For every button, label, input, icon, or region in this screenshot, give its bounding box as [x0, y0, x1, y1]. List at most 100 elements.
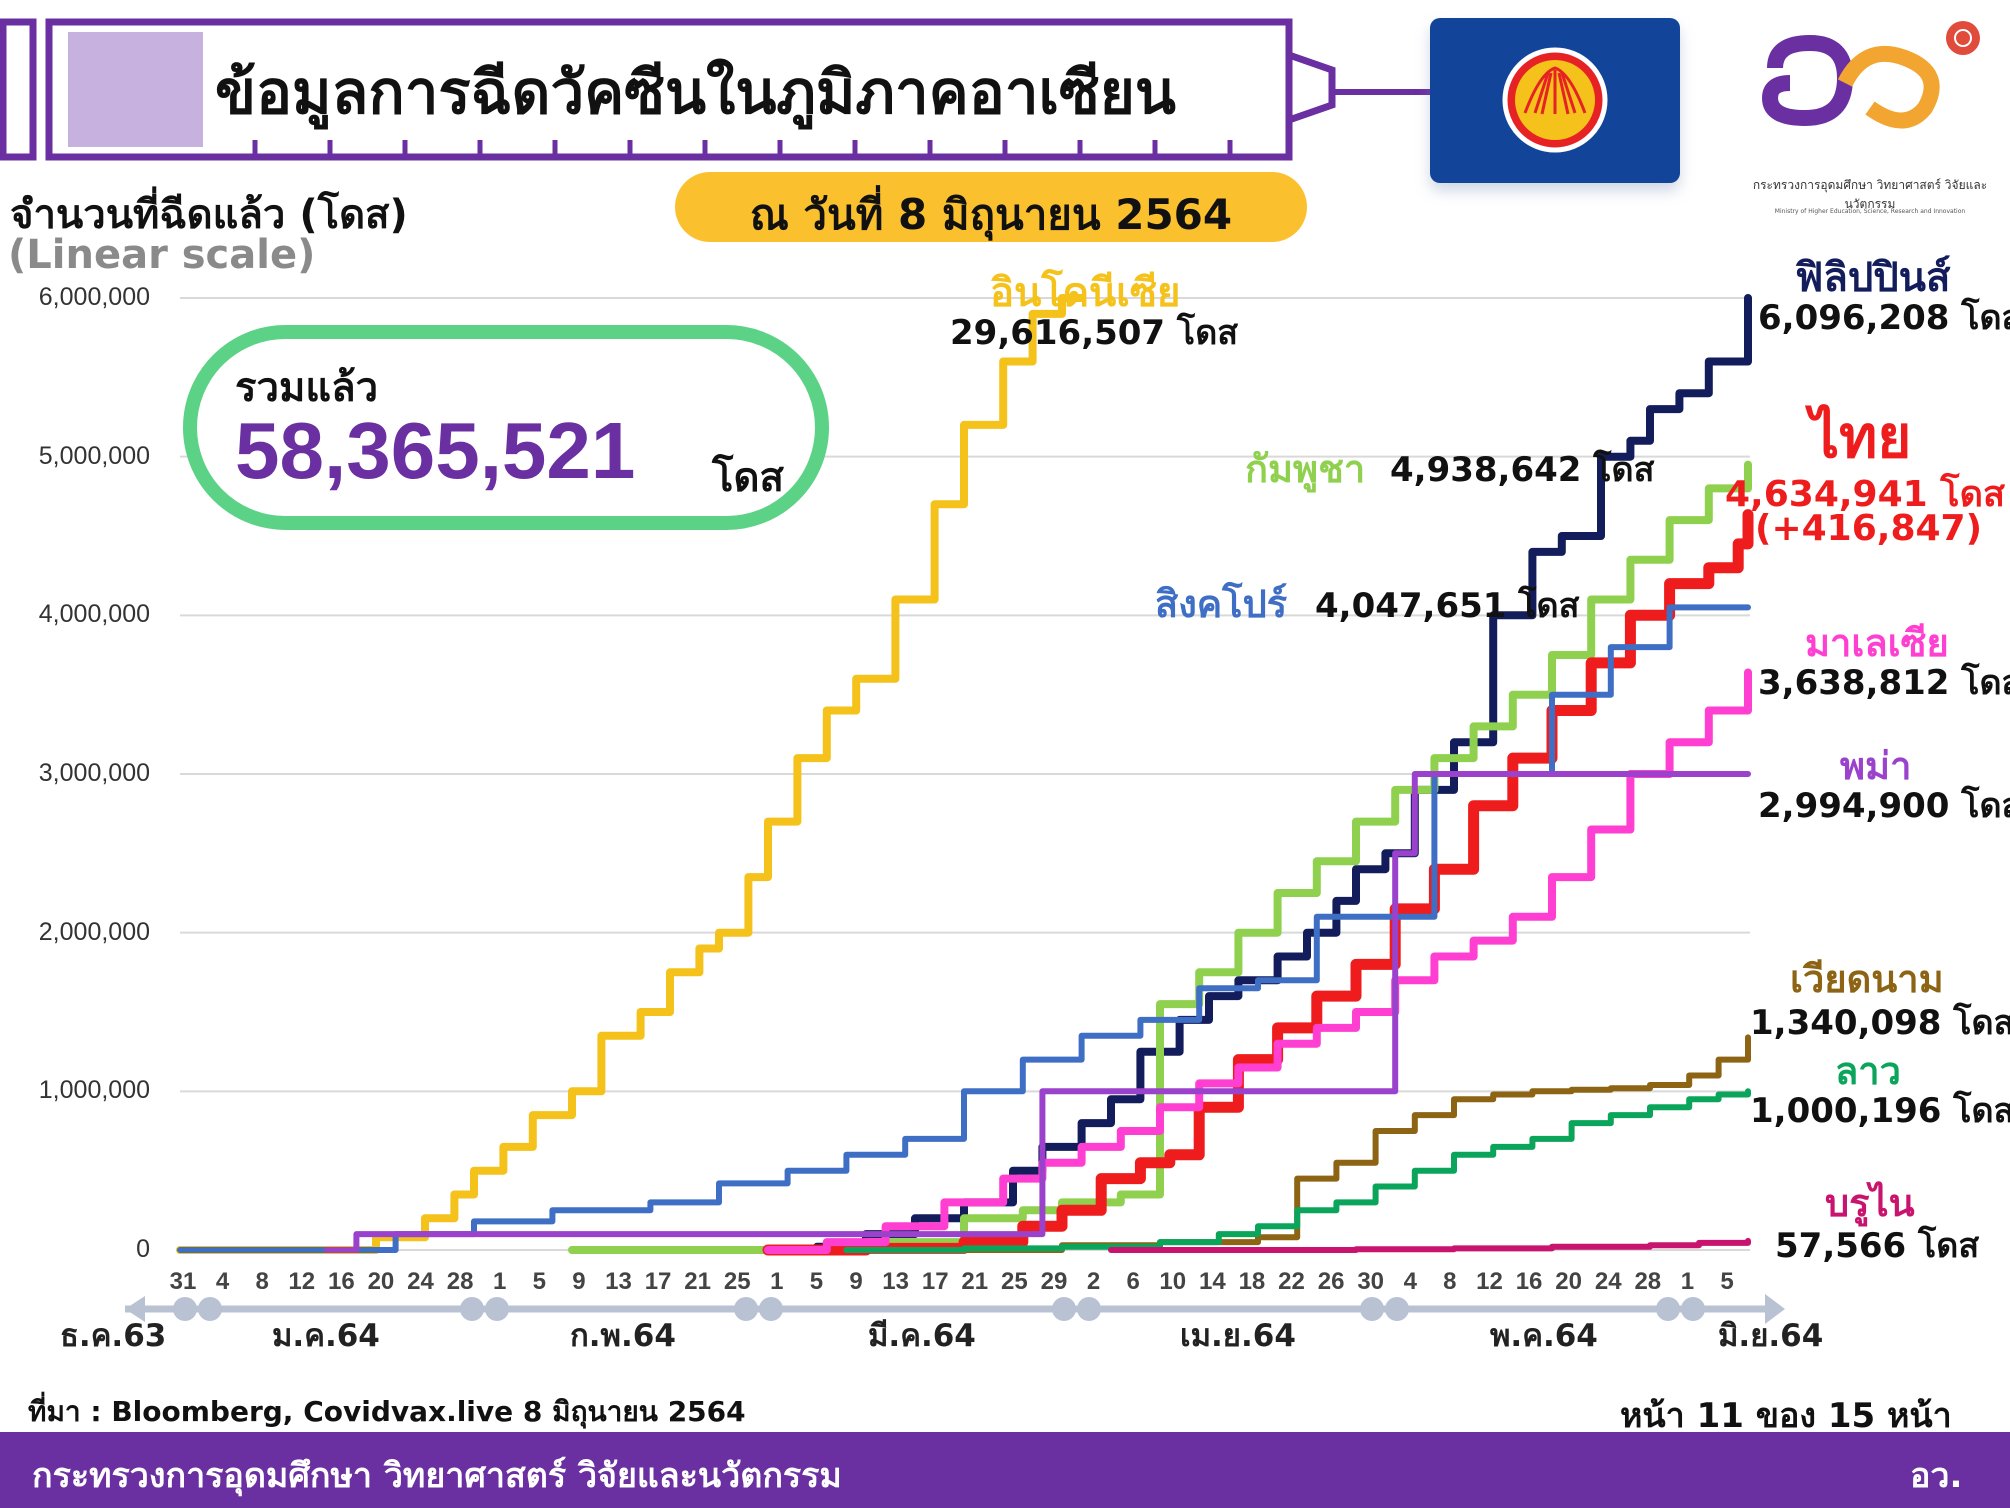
ministry-name-en: Ministry of Higher Education, Science, R… [1774, 208, 1966, 215]
month-divider-dot [1052, 1297, 1076, 1321]
y-axis-title: จำนวนที่ฉีดแล้ว (โดส) [10, 192, 408, 238]
x-tick-label: 30 [1357, 1268, 1385, 1295]
month-divider-dot [460, 1297, 484, 1321]
month-divider-dot [1681, 1297, 1705, 1321]
series-line-3 [762, 509, 1754, 1256]
month-label: เม.ย.64 [1180, 1318, 1296, 1354]
series-line-2 [568, 460, 1752, 1254]
series-line-6 [324, 771, 1751, 1253]
month-divider-dot [734, 1297, 758, 1321]
month-divider-dot [1385, 1297, 1409, 1321]
x-tick-label: 25 [723, 1268, 751, 1295]
month-label: พ.ค.64 [1490, 1318, 1598, 1354]
x-tick-label: 9 [849, 1268, 863, 1295]
series-line-8 [843, 1088, 1751, 1253]
label-singapore: สิงคโปร์ [1155, 582, 1288, 626]
x-tick-label: 17 [644, 1268, 672, 1295]
series-line-0 [176, 294, 1086, 1254]
x-tick-label: 13 [605, 1268, 632, 1295]
total-unit: โดส [712, 455, 784, 501]
total-malaysia: 3,638,812 โดส [1758, 663, 2010, 703]
x-tick-label: 18 [1238, 1268, 1266, 1295]
month-label: มี.ค.64 [868, 1318, 976, 1354]
month-divider-dot [198, 1297, 222, 1321]
y-scale-note: (Linear scale) [8, 232, 316, 278]
x-tick-label: 10 [1159, 1268, 1187, 1295]
month-label: ธ.ค.63 [60, 1318, 167, 1354]
x-tick-label: 20 [367, 1268, 395, 1295]
label-vietnam: เวียดนาม [1790, 957, 1944, 1001]
total-singapore: 4,047,651 โดส [1315, 586, 1580, 626]
total-label: รวมแล้ว [235, 365, 379, 411]
x-tick-label: 29 [1040, 1268, 1068, 1295]
label-thailand: ไทย [1810, 403, 1912, 471]
x-tick-label: 4 [215, 1268, 230, 1295]
label-cambodia: กัมพูชา [1245, 447, 1366, 491]
x-tick-label: 26 [1317, 1268, 1345, 1295]
x-tick-label: 2 [1086, 1268, 1101, 1295]
total-thailand: 4,634,941 โดส [1725, 474, 2005, 515]
page-number: หน้า 11 ของ 15 หน้า [1620, 1396, 1952, 1436]
source-note: ที่มา : Bloomberg, Covidvax.live 8 มิถุน… [28, 1395, 746, 1428]
x-tick-label: 24 [1594, 1268, 1622, 1295]
total-philippines: 6,096,208 โดส [1758, 298, 2010, 338]
total-box [183, 325, 829, 530]
y-tick-label: 2,000,000 [38, 917, 150, 946]
month-divider-dot [485, 1297, 509, 1321]
total-brunei: 57,566 โดส [1775, 1226, 1980, 1266]
x-tick-label: 12 [288, 1268, 316, 1295]
x-tick-label: 8 [255, 1268, 269, 1295]
month-divider-dot [1077, 1297, 1101, 1321]
x-tick-label: 5 [532, 1268, 546, 1295]
x-tick-label: 25 [1001, 1268, 1028, 1295]
x-tick-label: 8 [1443, 1268, 1457, 1295]
total-laos: 1,000,196 โดส [1750, 1091, 2010, 1131]
x-axis-arrow-right [1765, 1294, 1785, 1324]
series-line-9 [1108, 1237, 1751, 1253]
x-tick-label: 5 [1720, 1268, 1734, 1295]
month-divider-dot [1360, 1297, 1384, 1321]
x-tick-label: 13 [882, 1268, 909, 1295]
x-tick-label: 14 [1198, 1268, 1226, 1295]
x-tick-label: 16 [327, 1268, 355, 1295]
date-text: ณ วันที่ 8 มิถุนายน 2564 [749, 190, 1233, 239]
series-line-1 [764, 294, 1752, 1254]
y-tick-label: 6,000,000 [38, 283, 150, 311]
label-philippines: ฟิลิปปินส์ [1795, 255, 1951, 301]
x-tick-label: 1 [1680, 1268, 1695, 1295]
label-indonesia: อินโดนีเซีย [990, 270, 1181, 316]
label-myanmar: พม่า [1840, 744, 1912, 788]
x-tick-label: 12 [1476, 1268, 1503, 1295]
increase-thailand: (+416,847) [1755, 508, 1983, 549]
footer-abbr: อว. [1910, 1456, 1963, 1496]
ministry-logo: กระทรวงการอุดมศึกษา วิทยาศาสตร์ วิจัยและ… [1745, 8, 2000, 223]
label-brunei: บรูไน [1825, 1181, 1915, 1225]
date-badge [675, 172, 1307, 242]
x-tick-label: 21 [961, 1268, 989, 1295]
x-tick-label: 31 [169, 1268, 197, 1295]
month-divider-dot [1656, 1297, 1680, 1321]
y-tick-label: 1,000,000 [38, 1076, 150, 1105]
total-cambodia: 4,938,642 โดส [1390, 450, 1655, 490]
month-label: มิ.ย.64 [1718, 1318, 1824, 1354]
ministry-name-th: กระทรวงการอุดมศึกษา วิทยาศาสตร์ วิจัยและ… [1752, 178, 1988, 211]
total-indonesia: 29,616,507 โดส [950, 313, 1239, 353]
x-tick-label: 6 [1126, 1268, 1140, 1295]
x-tick-label: 28 [446, 1268, 474, 1295]
month-divider-dot [173, 1297, 197, 1321]
x-tick-label: 21 [684, 1268, 711, 1295]
x-axis-arrow-left [125, 1296, 145, 1322]
series-line-5 [764, 668, 1752, 1254]
total-value: 58,365,521 [235, 406, 636, 495]
month-divider-dot [759, 1297, 783, 1321]
label-laos: ลาว [1835, 1049, 1901, 1093]
y-tick-label: 5,000,000 [38, 441, 150, 470]
total-vietnam: 1,340,098 โดส [1750, 1003, 2010, 1043]
x-tick-label: 20 [1555, 1268, 1582, 1295]
x-tick-label: 5 [809, 1268, 824, 1295]
month-label: ม.ค.64 [272, 1318, 380, 1354]
label-malaysia: มาเลเซีย [1805, 621, 1949, 665]
x-tick-label: 4 [1403, 1268, 1417, 1295]
page-title: ข้อมูลการฉีดวัคซีนในภูมิภาคอาเซียน [215, 58, 1176, 128]
